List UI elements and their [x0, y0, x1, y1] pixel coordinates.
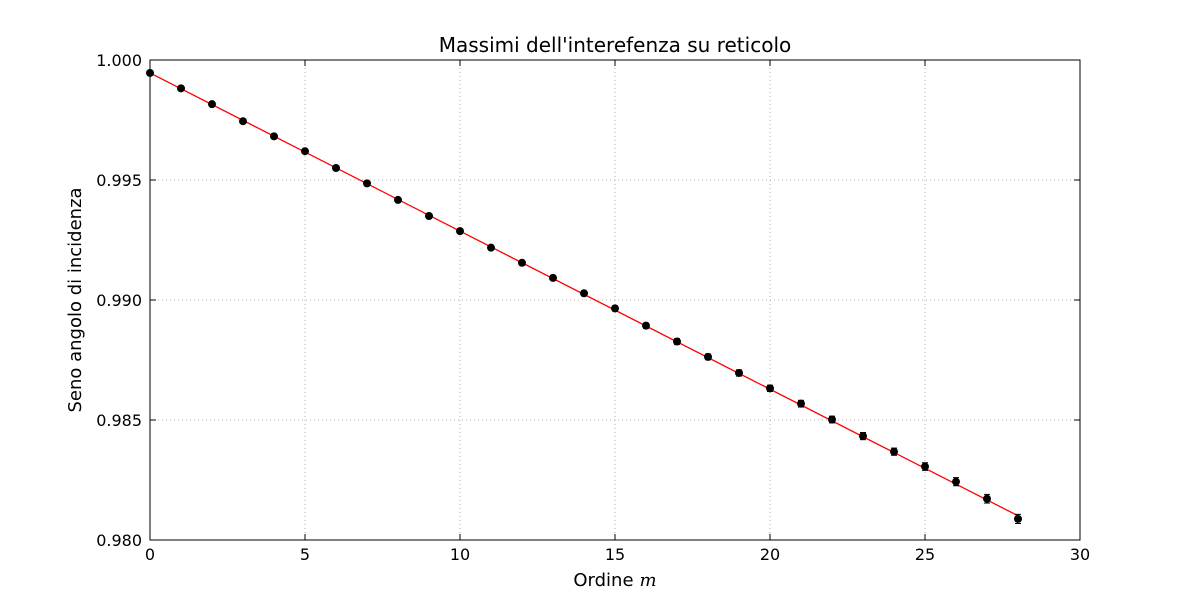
data-point: [983, 494, 991, 503]
data-point: [673, 337, 681, 346]
data-point: [828, 415, 836, 424]
data-point: [766, 384, 774, 393]
x-tick-label: 15: [605, 545, 625, 564]
data-point: [952, 477, 960, 486]
data-point: [208, 100, 216, 109]
data-point: [1014, 514, 1022, 523]
data-point: [301, 147, 309, 156]
data-point: [177, 84, 185, 93]
x-tick-label: 30: [1070, 545, 1090, 564]
data-point: [425, 212, 433, 220]
data-point: [580, 289, 588, 298]
x-axis-label-math: m: [640, 570, 657, 591]
data-point: [270, 132, 278, 141]
data-point: [921, 462, 929, 471]
y-tick-label: 0.995: [96, 171, 142, 190]
x-tick-label: 0: [145, 545, 155, 564]
y-tick-label: 1.000: [96, 51, 142, 70]
data-point: [518, 258, 526, 267]
data-point: [859, 432, 867, 441]
x-tick-label: 10: [450, 545, 470, 564]
points-layer: [146, 68, 1022, 524]
data-point: [735, 368, 743, 377]
x-tick-label: 25: [915, 545, 935, 564]
data-point: [363, 179, 371, 188]
x-axis-label-text: Ordine: [573, 570, 633, 591]
data-point: [487, 243, 495, 252]
y-tick-label: 0.980: [96, 531, 142, 550]
y-tick-label: 0.985: [96, 411, 142, 430]
data-point: [704, 352, 712, 361]
data-point: [239, 117, 247, 126]
data-point: [456, 227, 464, 236]
chart-title: Massimi dell'interefenza su reticolo: [439, 33, 791, 57]
data-point: [394, 195, 402, 204]
data-point: [890, 447, 898, 456]
data-point: [332, 164, 340, 172]
data-point: [797, 399, 805, 408]
data-point: [642, 321, 650, 330]
ticks-layer: 0 5 10 15 20 25 30 0.980 0.985 0.990 0.995 1.000: [96, 51, 1090, 564]
x-axis-label: Ordine m: [573, 570, 656, 591]
y-axis-label: Seno angolo di incidenza: [65, 187, 86, 412]
x-tick-label: 20: [760, 545, 780, 564]
data-point: [549, 273, 557, 282]
x-tick-label: 5: [300, 545, 310, 564]
y-tick-label: 0.990: [96, 291, 142, 310]
data-point: [611, 304, 619, 313]
grid-layer: [149, 59, 1081, 541]
